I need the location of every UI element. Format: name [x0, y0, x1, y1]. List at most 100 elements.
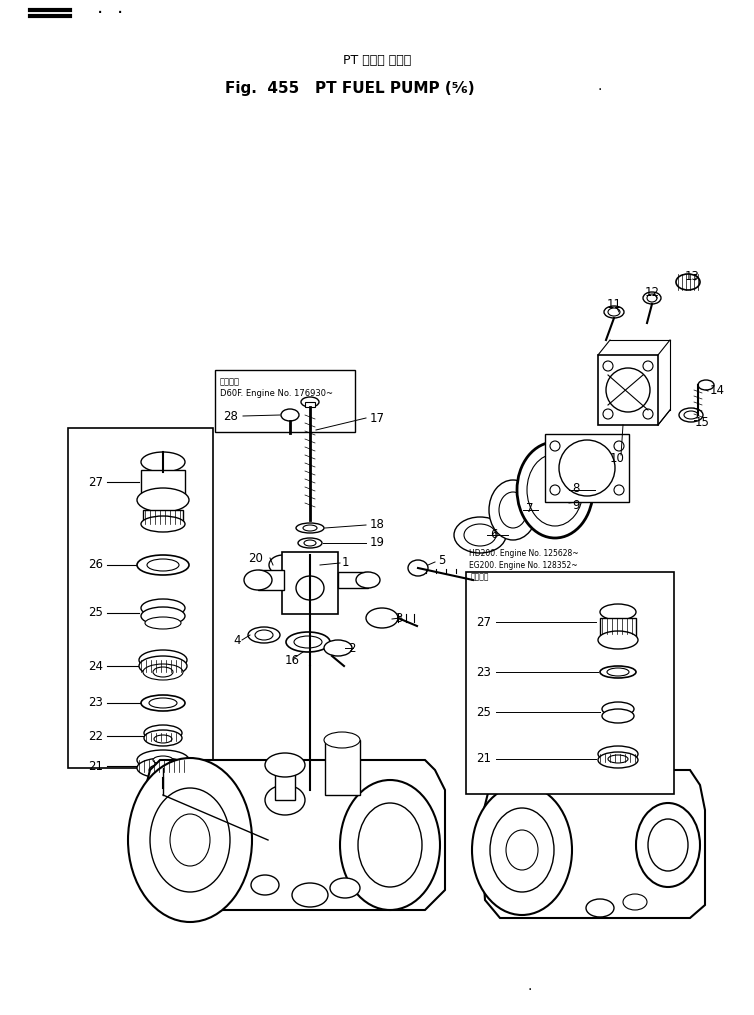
Ellipse shape: [600, 666, 636, 678]
Text: ·: ·: [528, 983, 532, 997]
Ellipse shape: [149, 764, 177, 776]
Ellipse shape: [698, 380, 714, 390]
Ellipse shape: [608, 308, 620, 316]
Ellipse shape: [139, 650, 187, 670]
Text: 12: 12: [645, 285, 660, 298]
Text: 18: 18: [370, 519, 385, 532]
Polygon shape: [480, 770, 705, 918]
Ellipse shape: [358, 803, 422, 887]
Circle shape: [643, 361, 653, 371]
Text: 8: 8: [572, 481, 579, 494]
Ellipse shape: [286, 632, 330, 652]
Circle shape: [550, 485, 560, 495]
Ellipse shape: [265, 753, 305, 777]
Ellipse shape: [506, 830, 538, 870]
Polygon shape: [140, 760, 445, 910]
Text: 10: 10: [610, 452, 625, 465]
Ellipse shape: [340, 780, 440, 910]
Ellipse shape: [608, 755, 628, 763]
Ellipse shape: [137, 555, 189, 576]
Bar: [638, 752, 666, 790]
Bar: [215, 370, 355, 432]
Text: D60F. Engine No. 176930~: D60F. Engine No. 176930~: [220, 390, 333, 399]
Text: 20: 20: [248, 551, 263, 564]
Ellipse shape: [271, 571, 295, 583]
Ellipse shape: [144, 725, 182, 741]
Circle shape: [550, 441, 560, 451]
Ellipse shape: [251, 875, 279, 895]
Ellipse shape: [141, 695, 185, 710]
Ellipse shape: [489, 480, 537, 540]
Ellipse shape: [607, 668, 629, 676]
Text: 23: 23: [476, 666, 491, 678]
Ellipse shape: [366, 608, 398, 628]
Text: EG200. Engine No. 128352~: EG200. Engine No. 128352~: [469, 560, 578, 569]
Ellipse shape: [648, 819, 688, 871]
Text: ·: ·: [117, 3, 123, 22]
Ellipse shape: [517, 442, 593, 538]
Ellipse shape: [301, 397, 319, 407]
Text: PT フェル ポンプ: PT フェル ポンプ: [343, 54, 411, 67]
Ellipse shape: [154, 735, 172, 743]
Ellipse shape: [499, 492, 527, 528]
Bar: [141, 470, 185, 500]
Text: 28: 28: [223, 409, 238, 422]
Text: 15: 15: [695, 415, 710, 428]
Bar: [325, 740, 360, 795]
Text: 27: 27: [88, 475, 103, 488]
Text: 11: 11: [607, 298, 622, 312]
Ellipse shape: [144, 730, 182, 746]
Ellipse shape: [324, 640, 352, 656]
Text: 17: 17: [370, 411, 385, 424]
Ellipse shape: [356, 572, 380, 588]
Text: 2: 2: [348, 641, 355, 655]
Ellipse shape: [604, 306, 624, 318]
Bar: [68, 428, 213, 768]
Ellipse shape: [298, 538, 322, 548]
Ellipse shape: [137, 488, 189, 512]
Ellipse shape: [137, 750, 189, 770]
Ellipse shape: [304, 540, 316, 546]
Ellipse shape: [679, 408, 703, 422]
Text: 6: 6: [490, 529, 498, 541]
Ellipse shape: [141, 599, 185, 617]
Text: 22: 22: [88, 730, 103, 743]
Ellipse shape: [265, 785, 305, 815]
Ellipse shape: [602, 702, 634, 716]
Ellipse shape: [149, 698, 177, 708]
Ellipse shape: [244, 570, 272, 590]
Ellipse shape: [141, 516, 185, 532]
Text: 13: 13: [685, 270, 700, 282]
Ellipse shape: [150, 788, 230, 892]
Ellipse shape: [676, 274, 700, 290]
Ellipse shape: [141, 607, 185, 625]
Circle shape: [614, 441, 624, 451]
Circle shape: [643, 409, 653, 419]
Ellipse shape: [472, 785, 572, 915]
Ellipse shape: [255, 630, 273, 640]
Ellipse shape: [143, 664, 183, 680]
Ellipse shape: [153, 667, 173, 677]
Ellipse shape: [454, 517, 506, 553]
Ellipse shape: [303, 525, 317, 531]
Text: 23: 23: [88, 696, 103, 709]
Ellipse shape: [324, 732, 360, 748]
Ellipse shape: [598, 752, 638, 768]
Ellipse shape: [296, 576, 324, 600]
Bar: [545, 434, 629, 502]
Text: 5: 5: [438, 553, 446, 566]
Text: 4: 4: [233, 633, 241, 647]
Bar: [466, 572, 674, 794]
Ellipse shape: [153, 756, 173, 764]
Ellipse shape: [638, 746, 666, 758]
Ellipse shape: [145, 617, 181, 629]
Ellipse shape: [294, 636, 322, 648]
Text: 7: 7: [526, 501, 534, 515]
Ellipse shape: [296, 523, 324, 533]
Circle shape: [603, 409, 613, 419]
Circle shape: [614, 485, 624, 495]
Circle shape: [603, 361, 613, 371]
Text: 適用号機: 適用号機: [220, 378, 240, 387]
Text: 適用号機: 適用号機: [471, 572, 489, 582]
Ellipse shape: [408, 560, 428, 576]
